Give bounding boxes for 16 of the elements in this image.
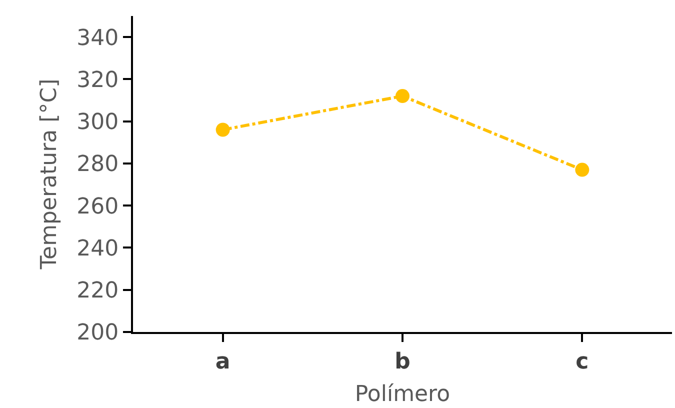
point — [396, 89, 410, 104]
y-tick-label: 320 — [76, 68, 119, 93]
y-tick-label: 280 — [76, 152, 119, 178]
y-tick-label: 240 — [76, 236, 119, 262]
x-tick-label: a — [215, 349, 230, 374]
y-axis-title: Temperatura [°C] — [36, 78, 62, 270]
x-tick-label: b — [394, 349, 410, 374]
x-axis-title: Polímero — [354, 382, 450, 407]
y-tick-label: 220 — [76, 278, 119, 304]
point — [575, 162, 590, 177]
y-tick-label: 300 — [76, 110, 119, 136]
y-tick-label: 200 — [76, 320, 119, 346]
y-tick-label: 260 — [76, 194, 119, 220]
point — [216, 122, 230, 137]
y-tick-label: 340 — [76, 26, 119, 51]
x-tick-label: c — [576, 349, 589, 374]
